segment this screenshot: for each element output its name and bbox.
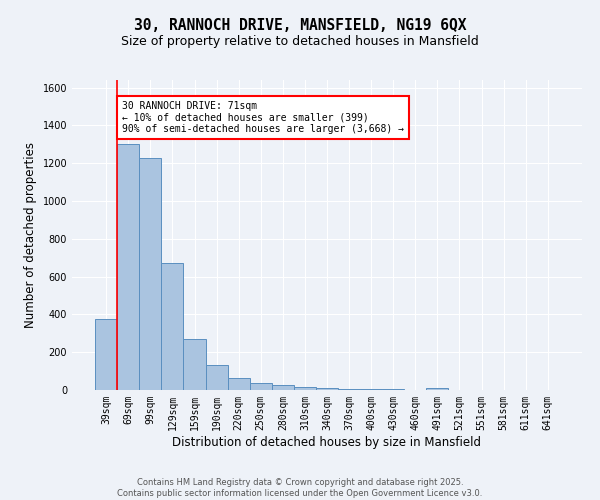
- Text: 30 RANNOCH DRIVE: 71sqm
← 10% of detached houses are smaller (399)
90% of semi-d: 30 RANNOCH DRIVE: 71sqm ← 10% of detache…: [122, 101, 404, 134]
- X-axis label: Distribution of detached houses by size in Mansfield: Distribution of detached houses by size …: [173, 436, 482, 448]
- Bar: [184, 339, 206, 390]
- Bar: [272, 386, 294, 390]
- Text: Contains HM Land Registry data © Crown copyright and database right 2025.
Contai: Contains HM Land Registry data © Crown c…: [118, 478, 482, 498]
- Bar: [227, 378, 250, 390]
- Y-axis label: Number of detached properties: Number of detached properties: [24, 142, 37, 328]
- Bar: [338, 389, 360, 390]
- Bar: [316, 388, 338, 390]
- Bar: [206, 366, 227, 390]
- Bar: [294, 386, 316, 390]
- Bar: [427, 388, 448, 390]
- Text: 30, RANNOCH DRIVE, MANSFIELD, NG19 6QX: 30, RANNOCH DRIVE, MANSFIELD, NG19 6QX: [134, 18, 466, 32]
- Bar: [95, 319, 117, 390]
- Bar: [139, 158, 161, 390]
- Text: Size of property relative to detached houses in Mansfield: Size of property relative to detached ho…: [121, 35, 479, 48]
- Bar: [161, 264, 184, 390]
- Bar: [360, 389, 382, 390]
- Bar: [250, 383, 272, 390]
- Bar: [117, 144, 139, 390]
